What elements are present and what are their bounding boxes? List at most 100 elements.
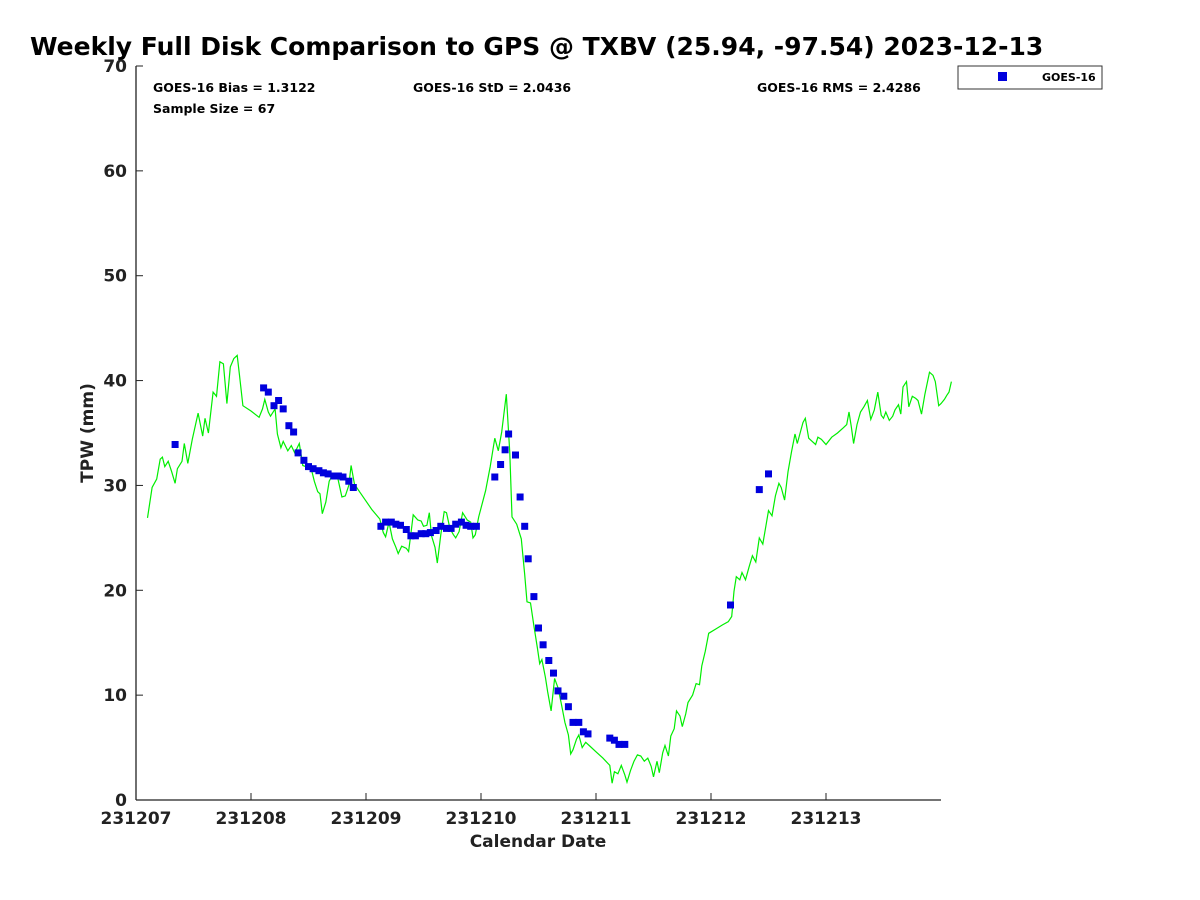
legend: GOES-16: [957, 65, 1103, 90]
goes16-point: [392, 520, 400, 528]
goes16-point: [550, 669, 557, 677]
goes16-point: [330, 472, 338, 480]
goes16-point: [319, 469, 327, 477]
goes16-point: [279, 405, 287, 413]
y-tick-label: 20: [103, 581, 127, 601]
x-tick-label: 231211: [561, 809, 632, 829]
y-tick-label: 70: [103, 57, 127, 77]
goes16-point: [530, 593, 538, 601]
goes16-point: [452, 520, 460, 528]
goes16-point: [290, 428, 298, 436]
x-tick-label: 231210: [446, 809, 517, 829]
stat-std: GOES-16 StD = 2.0436: [413, 80, 571, 95]
stat-sample-size: Sample Size = 67: [153, 101, 275, 116]
goes16-point: [345, 477, 353, 485]
goes16-point: [294, 449, 302, 457]
goes16-point: [305, 463, 312, 471]
x-axis-ticks: 231207 231208 231209 231210 231211 231212 2312…: [101, 793, 862, 829]
goes16-point: [387, 518, 395, 526]
goes16-point: [467, 522, 475, 530]
goes16-point: [575, 718, 583, 726]
goes16-point: [497, 461, 505, 468]
goes16-point: [560, 692, 568, 700]
x-tick-label: 231208: [216, 809, 287, 829]
goes16-point: [324, 470, 332, 478]
goes16-point: [260, 384, 268, 392]
goes16-point: [727, 601, 734, 609]
goes16-point: [512, 451, 519, 459]
y-tick-label: 10: [103, 686, 127, 706]
y-tick-label: 0: [115, 791, 127, 811]
goes16-point: [422, 530, 430, 538]
goes16-point: [270, 402, 278, 410]
goes16-point: [606, 734, 614, 742]
x-tick-label: 231207: [101, 809, 172, 829]
goes16-point: [564, 703, 572, 711]
goes16-point: [765, 470, 772, 478]
y-tick-label: 40: [103, 372, 127, 392]
goes16-point: [426, 529, 434, 537]
goes16-point: [275, 397, 283, 404]
goes16-point: [521, 522, 529, 530]
x-tick-label: 231212: [676, 809, 747, 829]
chart-title: Weekly Full Disk Comparison to GPS @ TXB…: [30, 32, 1043, 61]
legend-entry-goes16: GOES-16: [1042, 71, 1096, 84]
goes16-point: [524, 555, 532, 563]
goes16-point: [285, 422, 293, 430]
goes16-point: [402, 526, 410, 533]
goes16-point: [545, 657, 553, 664]
legend-box: [957, 65, 1103, 90]
goes16-point: [516, 493, 524, 501]
goes16-point: [610, 736, 618, 744]
goes16-marker-series: [171, 384, 772, 748]
goes16-point: [377, 522, 385, 530]
goes16-point: [382, 518, 390, 526]
plot-area: [135, 66, 941, 801]
goes16-point: [755, 486, 763, 494]
goes16-point: [621, 740, 629, 748]
goes16-point: [411, 532, 419, 540]
gps-tpw-line: [146, 354, 952, 785]
goes16-point: [437, 522, 445, 530]
goes16-point: [407, 532, 415, 540]
y-axis-label: TPW (mm): [78, 383, 98, 483]
goes16-point: [315, 467, 323, 475]
goes16-point: [397, 521, 404, 529]
goes16-point: [501, 446, 509, 454]
x-tick-label: 231209: [331, 809, 402, 829]
goes16-point: [579, 728, 587, 736]
goes16-point: [535, 624, 542, 632]
goes16-point: [300, 456, 308, 464]
y-tick-label: 50: [103, 267, 127, 287]
goes16-point: [457, 518, 465, 526]
goes16-point: [472, 522, 480, 530]
goes16-point: [349, 484, 357, 491]
goes16-point: [584, 730, 592, 738]
gps-line-series: [146, 354, 952, 785]
goes16-point: [615, 740, 623, 748]
goes16-point: [264, 388, 272, 396]
goes16-point: [539, 641, 547, 649]
y-tick-label: 30: [103, 476, 127, 496]
goes16-point: [569, 718, 577, 726]
goes16-point: [491, 473, 499, 481]
goes16-point: [309, 465, 317, 473]
x-axis-label: Calendar Date: [470, 832, 607, 852]
stat-bias: GOES-16 Bias = 1.3122: [153, 80, 315, 95]
goes16-point: [462, 521, 470, 529]
goes16-point: [447, 524, 455, 532]
goes16-point: [334, 472, 342, 480]
stat-rms: GOES-16 RMS = 2.4286: [757, 80, 921, 95]
goes16-point: [432, 527, 440, 534]
legend-square-icon: [998, 72, 1007, 81]
x-tick-label: 231213: [791, 809, 862, 829]
goes16-point: [417, 530, 425, 538]
goes16-point: [554, 687, 562, 695]
goes16-point: [443, 524, 450, 532]
y-axis-ticks: 0 10 20 30 40 50 60 70: [103, 57, 143, 811]
goes16-point: [339, 473, 347, 481]
goes16-point: [171, 441, 179, 448]
y-tick-label: 60: [103, 162, 127, 182]
goes16-point: [505, 430, 513, 438]
